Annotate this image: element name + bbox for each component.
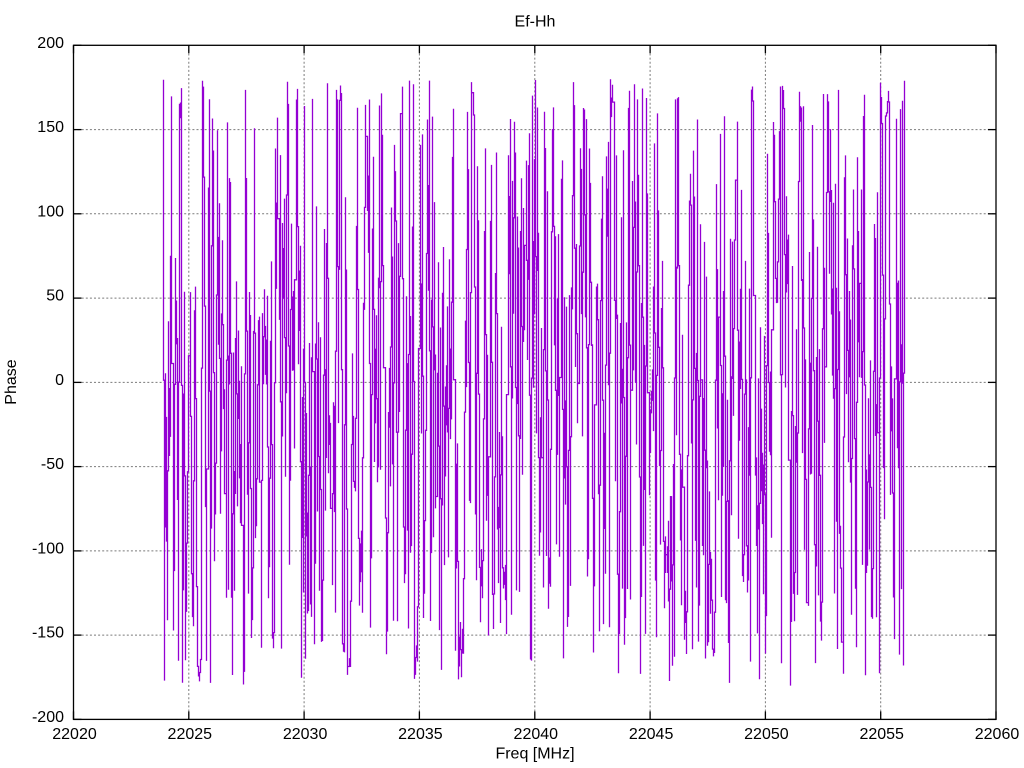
svg-text:22055: 22055 (859, 726, 904, 743)
svg-text:Ef-Hh: Ef-Hh (515, 14, 556, 31)
svg-text:-50: -50 (41, 456, 64, 473)
svg-text:22030: 22030 (283, 726, 328, 743)
svg-text:Freq [MHz]: Freq [MHz] (495, 746, 574, 763)
svg-text:22040: 22040 (514, 726, 559, 743)
svg-text:-150: -150 (32, 625, 64, 642)
svg-text:150: 150 (37, 119, 64, 136)
svg-text:22020: 22020 (52, 726, 97, 743)
svg-text:200: 200 (37, 35, 64, 52)
svg-text:22050: 22050 (744, 726, 789, 743)
svg-text:-100: -100 (32, 540, 64, 557)
svg-text:50: 50 (46, 288, 64, 305)
svg-text:100: 100 (37, 203, 64, 220)
svg-text:0: 0 (55, 372, 64, 389)
svg-text:22035: 22035 (398, 726, 443, 743)
svg-text:22060: 22060 (975, 726, 1020, 743)
svg-text:-200: -200 (32, 709, 64, 726)
svg-text:22045: 22045 (629, 726, 674, 743)
svg-text:22025: 22025 (168, 726, 213, 743)
svg-text:Phase: Phase (3, 359, 20, 404)
